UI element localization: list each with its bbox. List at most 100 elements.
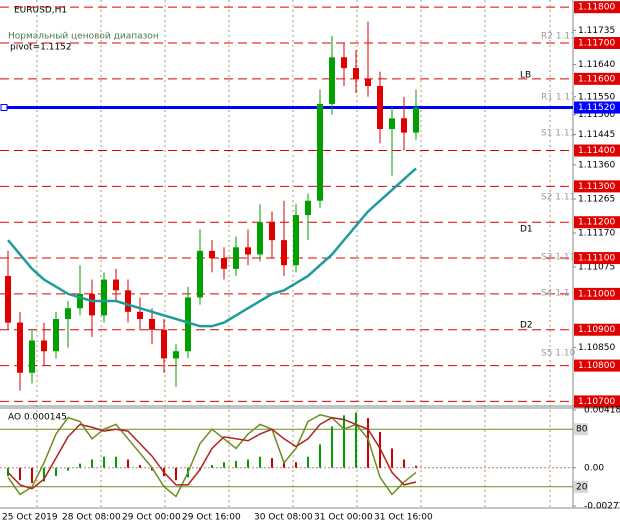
candle-body xyxy=(113,279,119,291)
y-tick-label: 1.11265 xyxy=(578,194,615,204)
y-tick-label: 1.11360 xyxy=(578,160,615,170)
x-tick-label: 31 Oct 16:00 xyxy=(374,513,433,523)
stoch-level-label: 80 xyxy=(576,425,588,435)
candle-body xyxy=(173,351,179,359)
y-tick-label: 1.11500 xyxy=(578,110,615,120)
level-box xyxy=(574,252,620,265)
ao-bar xyxy=(175,467,177,481)
x-tick-label: 29 Oct 16:00 xyxy=(182,513,241,523)
y-tick-label: 1.10850 xyxy=(578,343,615,353)
ao-bar xyxy=(343,415,345,468)
level-box xyxy=(574,287,620,300)
ao-bar xyxy=(91,459,93,468)
level-box xyxy=(574,323,620,336)
pivot-level-label: S5 1.10 xyxy=(541,349,576,359)
candle-body xyxy=(125,290,131,312)
ao-bar xyxy=(211,465,213,468)
pivot-level-label: S3 1.11 xyxy=(541,253,575,263)
level-label: 1.11100 xyxy=(578,254,615,264)
y-tick-label: 1.11075 xyxy=(578,263,615,273)
stoch-line xyxy=(7,416,417,490)
ao-bar xyxy=(247,459,249,468)
ao-bar xyxy=(127,459,129,468)
candle-body xyxy=(389,118,395,130)
candle-body xyxy=(233,247,239,269)
candle-body xyxy=(209,250,215,259)
candle-body xyxy=(5,275,11,323)
candle-body xyxy=(149,318,155,330)
level-box xyxy=(574,180,620,193)
level-label: 1.11400 xyxy=(578,146,615,156)
pivot-level-label: R1 1.11 xyxy=(541,93,576,103)
ao-bar xyxy=(19,467,21,481)
ao-bar xyxy=(67,467,69,471)
y-tick-label: 1.11170 xyxy=(578,228,615,238)
level-label: 1.11800 xyxy=(578,3,615,13)
x-tick-label: 29 Oct 00:00 xyxy=(122,513,181,523)
pivot-level-label: S4 1.1 xyxy=(541,289,570,299)
ao-bar xyxy=(43,467,45,482)
indicator-name: Нормальный ценовой диапазон xyxy=(8,32,159,42)
level-box xyxy=(574,37,620,50)
ao-bar xyxy=(223,462,225,468)
level-box xyxy=(574,144,620,157)
oscillator-label: AO 0.000145 xyxy=(8,413,67,423)
ao-bar xyxy=(307,456,309,468)
ao-bar xyxy=(367,418,369,468)
level-label: 1.11300 xyxy=(578,182,615,192)
level-label: 1.10800 xyxy=(578,361,615,371)
x-tick-label: 31 Oct 00:00 xyxy=(314,513,373,523)
ao-bar xyxy=(7,467,9,477)
moving-average xyxy=(7,167,417,328)
y-tick-label: 1.11445 xyxy=(578,130,615,140)
candle-body xyxy=(341,57,347,69)
ao-bar xyxy=(103,456,105,468)
ao-bar xyxy=(259,456,261,468)
level-label: 1.10700 xyxy=(578,397,615,407)
ao-bar xyxy=(235,460,237,468)
level-label: 1.11000 xyxy=(578,289,615,299)
level-box xyxy=(574,72,620,85)
y-tick-label: 1.11640 xyxy=(578,60,615,70)
y-tick-label: 1.11550 xyxy=(578,92,615,102)
candle-body xyxy=(257,222,263,255)
candle-body xyxy=(281,240,287,266)
stoch-level-label: 20 xyxy=(576,482,588,492)
level-label: 1.11600 xyxy=(578,74,615,84)
y-tick-label: 0.00 xyxy=(584,463,604,473)
y-tick-label: 0.004188 xyxy=(584,406,620,416)
ao-bar xyxy=(331,426,333,468)
x-tick-label: 30 Oct 08:00 xyxy=(254,513,313,523)
candle-body xyxy=(101,279,107,316)
ao-bar xyxy=(415,465,417,468)
level-box xyxy=(574,216,620,229)
ao-bar xyxy=(31,467,33,483)
level-box xyxy=(574,359,620,372)
ao-bar xyxy=(355,412,357,468)
pivot-level-label: R2 1.11 xyxy=(541,32,576,42)
candle-body xyxy=(41,340,47,352)
y-tick-label: -0.002772 xyxy=(584,502,620,512)
ao-bar xyxy=(403,459,405,468)
level-label: 1.11200 xyxy=(578,218,615,228)
candle-body xyxy=(305,200,311,216)
pivot-label: 1.11520 xyxy=(578,103,615,113)
candle-body xyxy=(293,215,299,266)
line-label: D2 xyxy=(520,321,533,331)
candle-body xyxy=(377,86,383,130)
ao-bar xyxy=(55,467,57,477)
ao-bar xyxy=(79,463,81,468)
candle-body xyxy=(329,57,335,104)
candle-body xyxy=(197,250,203,298)
pivot-level-label: S1 1.11 xyxy=(541,129,575,139)
stoch-level-box xyxy=(574,480,588,493)
ao-bar xyxy=(283,460,285,468)
ao-bar xyxy=(271,458,273,468)
ao-bar xyxy=(295,462,297,468)
line-label: LB xyxy=(520,71,531,81)
stoch-level-box xyxy=(574,423,588,436)
candle-body xyxy=(65,308,71,319)
level-label: 1.10900 xyxy=(578,325,615,335)
y-tick-label: 1.11735 xyxy=(578,26,615,36)
